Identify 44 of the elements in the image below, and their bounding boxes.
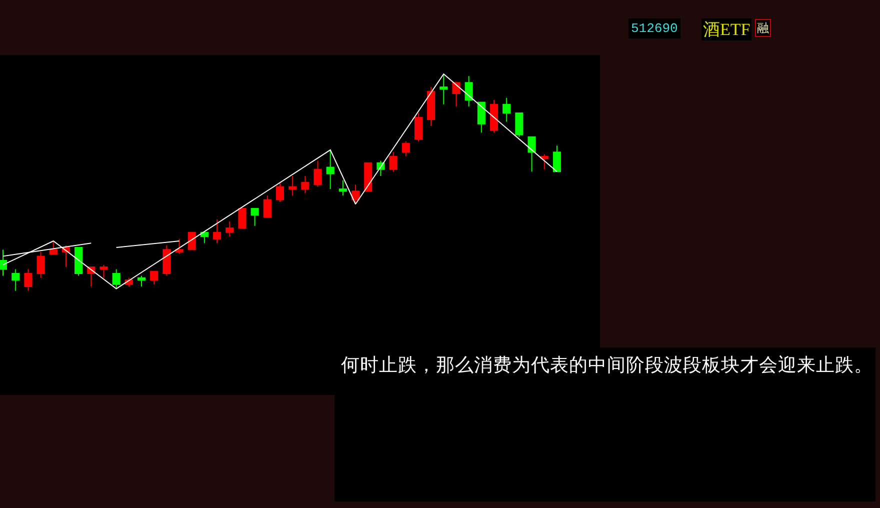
text: 酒ETF [703, 20, 750, 39]
candlestick [464, 76, 473, 108]
candlestick [0, 249, 8, 276]
candlestick [74, 247, 83, 276]
candlestick [301, 175, 310, 194]
text: 512690 [631, 21, 678, 36]
candlestick [490, 100, 498, 134]
text: 何时止跌，那么消费为代表的中间阶段波段板块才会迎来止跌。 [341, 354, 873, 376]
text: 融 [757, 21, 769, 35]
candlestick [515, 112, 524, 138]
candlestick [162, 244, 171, 276]
candlestick [389, 152, 398, 172]
candlestick [427, 86, 436, 127]
candlestick [351, 184, 360, 205]
candlestick [414, 112, 422, 142]
candlestick [112, 268, 120, 290]
candlestick [276, 182, 284, 202]
candlestick [502, 97, 511, 122]
candlestick [364, 162, 372, 192]
candlestick [49, 240, 58, 255]
candlestick [477, 102, 486, 134]
candlestick [175, 238, 184, 255]
candlestick [402, 140, 410, 157]
candlestick [100, 264, 108, 278]
candlestick [250, 208, 259, 226]
candlestick [540, 154, 548, 170]
candlestick [12, 268, 20, 292]
candlestick [528, 136, 536, 172]
candlestick [188, 232, 196, 250]
candlestick [24, 268, 32, 292]
candlestick [238, 208, 246, 228]
candlestick [314, 160, 322, 188]
candlestick [452, 82, 460, 108]
candlestick [326, 149, 334, 190]
candlestick [338, 180, 347, 196]
candlestick [36, 251, 45, 278]
candlestick [440, 74, 448, 105]
candlestick [552, 145, 561, 172]
candlestick [137, 275, 146, 288]
candlestick [226, 220, 234, 238]
candlestick [263, 194, 272, 218]
candlestick [213, 218, 222, 244]
candlestick [288, 175, 297, 196]
candlestick [150, 270, 158, 285]
